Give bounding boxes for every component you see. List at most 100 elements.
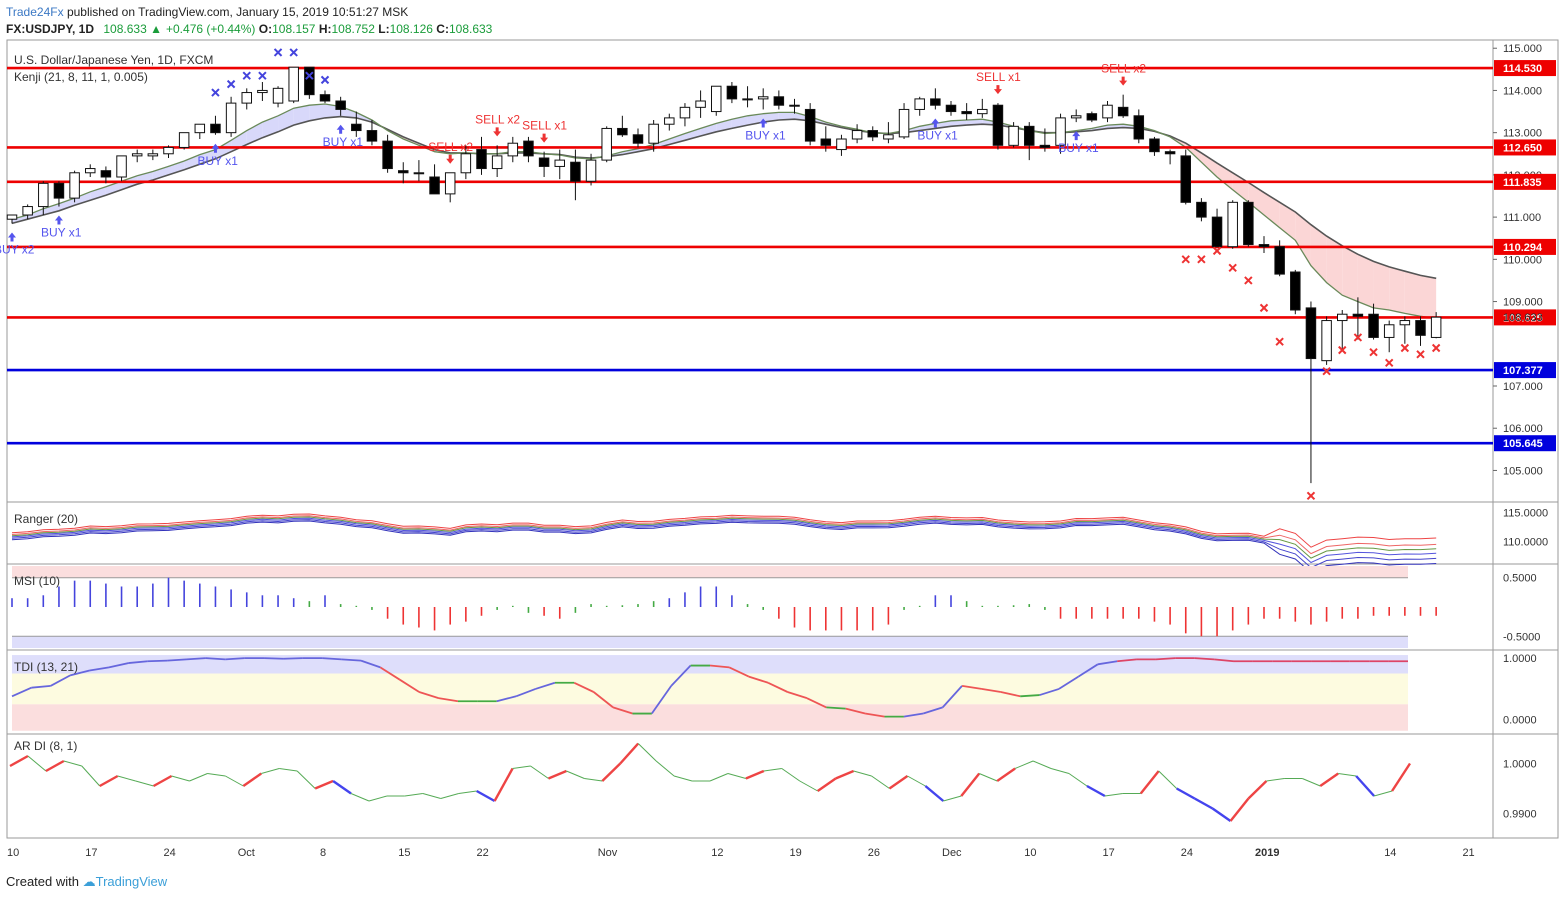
- buy-arrow-icon: [211, 143, 220, 153]
- tdi-line-segment: [1058, 675, 1079, 690]
- sell-arrow-icon: [446, 154, 455, 164]
- kenji-cloud-segment: [152, 166, 169, 180]
- ardi-line-segment: [332, 780, 352, 795]
- y-tick-label: 115.000: [1503, 43, 1542, 55]
- ardi-line-segment: [888, 775, 909, 790]
- tdi-line-segment: [729, 666, 750, 678]
- sell-signal-label: SELL x2: [1101, 62, 1146, 76]
- candle-body: [585, 159, 597, 182]
- candle-body: [335, 100, 346, 110]
- candle-body: [1211, 216, 1223, 248]
- ardi-line-segment: [458, 790, 477, 794]
- price-pane[interactable]: 115.000114.000113.000112.000111.000110.0…: [0, 43, 1556, 500]
- level-badge-label: 110.294: [1503, 242, 1543, 254]
- y-tick-label: 114.000: [1503, 85, 1542, 97]
- ardi-line-segment: [81, 765, 101, 787]
- candle-body: [930, 98, 941, 106]
- kenji-cloud-segment: [763, 112, 779, 123]
- sell-arrow-icon: [1119, 76, 1128, 86]
- tdi-line-segment: [418, 691, 439, 700]
- ardi-line-segment: [1247, 780, 1268, 800]
- ranger-pane[interactable]: 115.0000 110.0000 Ranger (20): [11, 508, 1548, 574]
- level-badge-label: 111.835: [1503, 177, 1542, 189]
- tdi-line-segment: [961, 684, 982, 690]
- ardi-pane[interactable]: 1.0000 0.9900 AR DI (8, 1): [9, 739, 1537, 822]
- candle-body: [538, 157, 550, 167]
- candle-body: [429, 176, 440, 195]
- ardi-line-segment: [763, 768, 782, 772]
- red-x-mark: [1431, 343, 1441, 353]
- red-x-mark: [1306, 491, 1316, 500]
- candle-body: [1258, 244, 1270, 248]
- candle-body: [554, 159, 565, 167]
- kenji-cloud-segment: [1404, 271, 1421, 317]
- tdi-line-segment: [923, 706, 943, 715]
- ardi-line-segment: [207, 773, 226, 777]
- ranger-band-line: [11, 519, 1437, 569]
- ardi-line-segment: [745, 769, 765, 780]
- kenji-cloud-segment: [1389, 266, 1405, 314]
- msi-tick-label: 0.5000: [1503, 573, 1537, 585]
- red-x-mark: [1322, 367, 1331, 376]
- candle-body: [1180, 155, 1191, 203]
- tdi-line-segment: [186, 657, 206, 661]
- tdi-line-segment: [903, 712, 924, 718]
- red-x-mark: [1369, 348, 1378, 357]
- high-value: 108.752: [331, 22, 375, 36]
- candle-body: [773, 96, 785, 106]
- kenji-cloud-segment: [1264, 192, 1280, 228]
- ardi-line-segment: [261, 768, 280, 774]
- ardi-line-segment: [1229, 797, 1250, 822]
- ardi-line-segment: [584, 778, 603, 782]
- ardi-line-segment: [547, 769, 567, 780]
- red-x-mark: [1212, 246, 1222, 256]
- kenji-cloud-segment: [778, 112, 795, 120]
- kenji-cloud-segment: [1310, 224, 1327, 283]
- ardi-line-segment: [476, 789, 496, 803]
- x-tick-label: 21: [1462, 847, 1474, 859]
- tdi-line-segment: [941, 685, 963, 708]
- x-tick-label: 10: [1024, 847, 1036, 859]
- ardi-line-segment: [63, 760, 82, 767]
- buy-signal-label: BUY x1: [323, 135, 364, 149]
- ardi-line-segment: [924, 785, 945, 802]
- ardi-line-segment: [1086, 784, 1106, 798]
- kenji-cloud-segment: [966, 119, 983, 126]
- ardi-line-segment: [1266, 778, 1285, 782]
- footer: Created with ☁TradingView: [6, 874, 167, 890]
- level-badge-label: 112.650: [1503, 142, 1542, 154]
- level-badge: [1494, 139, 1556, 156]
- tdi-line-segment: [1155, 657, 1176, 661]
- candle-body: [1164, 151, 1176, 155]
- chart-frame: [6, 39, 1559, 839]
- buy-signal-label: BUY x1: [41, 226, 82, 240]
- candle-body: [304, 66, 315, 96]
- candle-body: [1368, 313, 1379, 338]
- kenji-cloud-segment: [700, 123, 717, 137]
- msi-title: MSI (10): [14, 574, 60, 588]
- y-tick-label: 110.000: [1503, 254, 1542, 266]
- buy-arrow-icon: [759, 118, 768, 128]
- publisher-brand[interactable]: Trade24Fx: [6, 5, 64, 19]
- candle-body: [726, 85, 738, 100]
- candle-body: [617, 127, 628, 136]
- red-x-mark: [1400, 343, 1410, 353]
- ranger-band-line: [11, 513, 1437, 548]
- level-badge: [1494, 60, 1556, 77]
- candle-body: [1008, 125, 1019, 146]
- candle-body: [1274, 246, 1285, 275]
- blue-x-mark: [273, 48, 283, 57]
- kenji-cloud-segment: [1279, 202, 1296, 241]
- tdi-line-segment: [167, 658, 187, 662]
- tdi-line-segment: [1077, 663, 1099, 678]
- footer-brand[interactable]: TradingView: [95, 874, 168, 889]
- level-badge-label: 105.645: [1503, 438, 1543, 450]
- ardi-line-segment: [1319, 772, 1339, 787]
- tdi-pane[interactable]: 1.0000 0.0000 TDI (13, 21): [11, 653, 1537, 731]
- msi-pane[interactable]: 0.5000 -0.5000 MSI (10): [11, 566, 1540, 648]
- tradingview-logo-icon: ☁: [82, 874, 96, 889]
- sell-signal-label: SELL x2: [428, 140, 473, 154]
- ardi-line-segment: [1176, 787, 1196, 800]
- tdi-line-segment: [748, 675, 769, 684]
